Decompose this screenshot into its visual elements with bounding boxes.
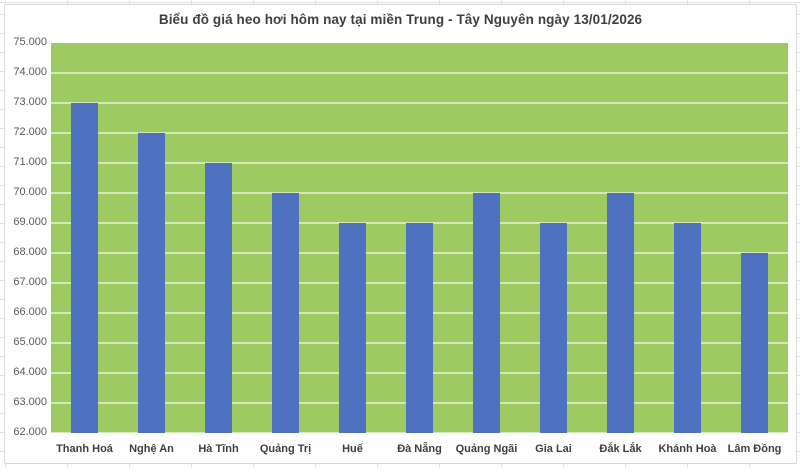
y-axis-tick-label: 67.000 — [13, 276, 47, 288]
bar-Đà Nẵng[interactable] — [406, 223, 433, 433]
y-axis-tick-label: 70.000 — [13, 186, 47, 198]
y-axis-tick-label: 75.000 — [13, 36, 47, 48]
bar-Gia Lai[interactable] — [540, 223, 567, 433]
plot-area[interactable] — [51, 43, 788, 434]
x-axis-label-Quảng Ngãi: Quảng Ngãi — [455, 443, 518, 455]
x-axis-label-Đắk Lắk: Đắk Lắk — [599, 443, 642, 455]
y-axis-tick-label: 71.000 — [13, 156, 47, 168]
x-axis-label-Quảng Trị: Quảng Trị — [259, 443, 312, 455]
y-axis-tick-label: 65.000 — [13, 336, 47, 348]
y-axis-tick-label: 68.000 — [13, 246, 47, 258]
x-axis: Thanh Hoá Nghệ An Hà Tĩnh Quảng Trị Huế Đà Nẵ… — [51, 441, 788, 459]
gridline — [51, 192, 788, 194]
y-axis-tick-label: 73.000 — [13, 96, 47, 108]
x-axis-label-Thanh Hoá: Thanh Hoá — [56, 443, 113, 455]
y-axis-tick-label: 66.000 — [13, 306, 47, 318]
gridline — [51, 162, 788, 164]
y-axis: 75.000 74.000 73.000 72.000 71.000 70.000 69.0… — [5, 5, 47, 473]
bar-Hà Tĩnh[interactable] — [205, 163, 232, 433]
bar-Lâm Đồng[interactable] — [741, 253, 768, 433]
y-axis-tick-label: 69.000 — [13, 216, 47, 228]
x-axis-label-Lâm Đồng: Lâm Đồng — [727, 443, 782, 455]
x-axis-label-Gia Lai: Gia Lai — [535, 443, 572, 455]
chart-title[interactable]: Biểu đồ giá heo hơi hôm nay tại miền Tru… — [158, 12, 643, 27]
x-axis-label-Hà Tĩnh: Hà Tĩnh — [198, 443, 239, 455]
bar-Huế[interactable] — [339, 223, 366, 433]
bar-Khánh Hoà[interactable] — [674, 223, 701, 433]
y-axis-tick-label: 63.000 — [13, 396, 47, 408]
gridline — [51, 102, 788, 104]
x-axis-label-Huế: Huế — [342, 443, 363, 455]
y-axis-tick-label: 72.000 — [13, 126, 47, 138]
x-axis-label-Đà Nẵng: Đà Nẵng — [397, 443, 442, 455]
bar-Thanh Hoá[interactable] — [71, 103, 98, 433]
bar-Nghệ An[interactable] — [138, 133, 165, 433]
gridline — [51, 72, 788, 74]
bar-Đắk Lắk[interactable] — [607, 193, 634, 433]
bar-Quảng Ngãi[interactable] — [473, 193, 500, 433]
y-axis-tick-label: 64.000 — [13, 366, 47, 378]
x-axis-label-Nghệ An: Nghệ An — [129, 443, 174, 455]
y-axis-tick-label: 74.000 — [13, 66, 47, 78]
chart-object[interactable]: Biểu đồ giá heo hơi hôm nay tại miền Tru… — [4, 4, 797, 464]
x-axis-label-Khánh Hoà: Khánh Hoà — [658, 443, 717, 455]
gridline — [51, 432, 788, 434]
gridline — [51, 132, 788, 134]
y-axis-tick-label: 62.000 — [13, 426, 47, 438]
bar-Quảng Trị[interactable] — [272, 193, 299, 433]
